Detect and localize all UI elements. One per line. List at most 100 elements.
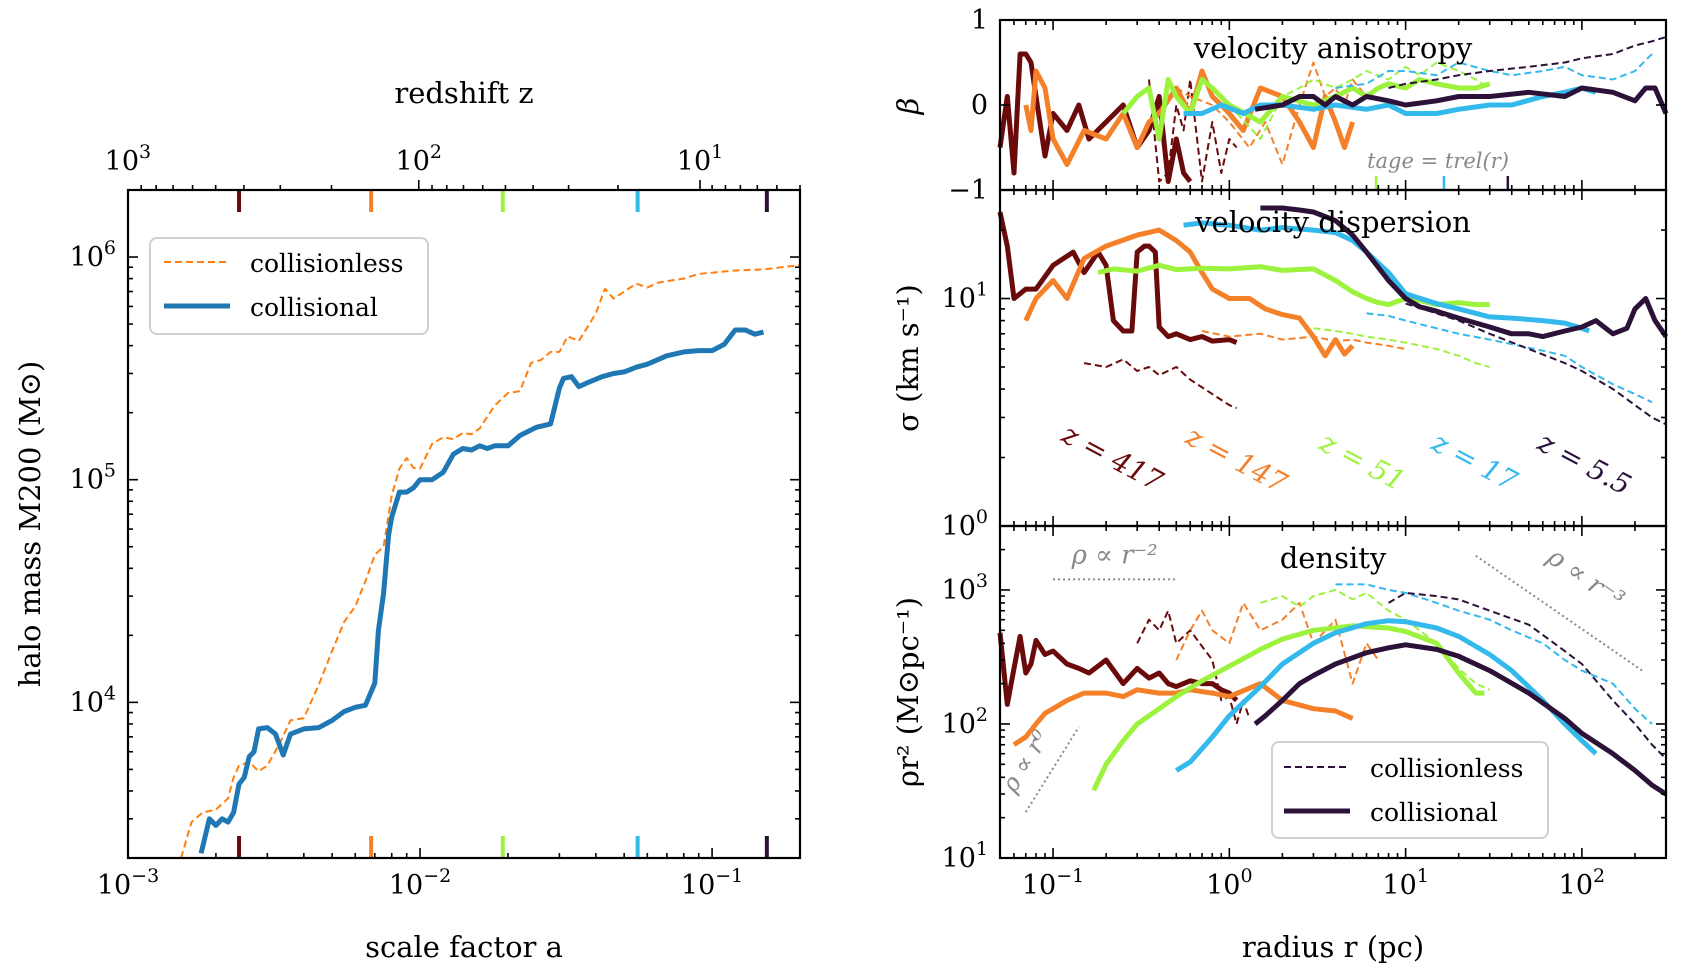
density-series-group (997, 583, 1668, 797)
velocity-dispersion-z-17-collisional-line (1183, 220, 1591, 334)
dispersion-plot-frame (998, 188, 1668, 528)
density-y-tick-label-1-exp: 2 (976, 704, 988, 726)
velocity-anisotropy-z-17-collisional-line (1183, 85, 1597, 116)
velocity-anisotropy-z-417-collisional-line (997, 51, 1193, 184)
anisotropy-y-tick-label-1: 0 (971, 90, 988, 121)
dispersion-y-tick-label-0: 100 (942, 506, 988, 542)
radius-x-tick-label-3: 102 (1559, 865, 1605, 901)
density-y-tick-label-2-base: 10 (942, 575, 976, 606)
density-z-147-collisionless-line (1175, 601, 1380, 685)
mass-x-tick-label-1-base: 10 (389, 870, 423, 901)
velocity-anisotropy-z-17-collisionless-line (1335, 53, 1653, 89)
redshift-tick-label-0-exp: 3 (139, 141, 151, 163)
density-z-5-5-collisional-line (1253, 642, 1668, 797)
guide-r-minus-3 (1475, 554, 1643, 672)
mass-x-tick-label-2-exp: −1 (715, 865, 743, 887)
dispersion-y-label: σ (km s⁻¹) (891, 284, 925, 432)
density-title: density (1280, 541, 1387, 575)
mass-legend: collisionless collisional (149, 237, 429, 335)
radius-x-tick-label-3-exp: 2 (1593, 865, 1605, 887)
mass-x-tick-label-2: 10−1 (681, 865, 743, 901)
density-legend-collisionless-label: collisionless (1370, 754, 1523, 783)
density-y-tick-label-2: 103 (942, 570, 988, 606)
velocity-anisotropy-z-51-collisionless-line (1228, 61, 1491, 140)
density-z-51-collisionless-line (1260, 588, 1491, 691)
redshift-tick-label-0-base: 10 (105, 146, 139, 177)
mass-y-tick-label-1-exp: 5 (104, 460, 116, 482)
mass-y-tick-label-2: 106 (70, 237, 116, 273)
density-y-tick-label-0-exp: 1 (976, 838, 988, 860)
radius-x-tick-label-0: 10−1 (1022, 865, 1084, 901)
velocity-dispersion-z-51-collisionless-line (1313, 327, 1490, 368)
guide-r-zero-label: ρ ∝ r⁰ (995, 725, 1055, 798)
redshift-axis-label-text: redshift z (394, 76, 533, 110)
redshift-tick-label-2: 101 (677, 141, 723, 177)
radius-x-tick-label-1-base: 10 (1206, 870, 1240, 901)
velocity-dispersion-z-5-5-collisionless-line (1405, 302, 1667, 426)
mass-legend-collisional-label: collisional (250, 293, 378, 322)
relaxation-markers (1374, 176, 1510, 190)
mass-x-tick-label-2-base: 10 (681, 870, 715, 901)
redshift-tick-label-0: 103 (105, 141, 151, 177)
mass-y-tick-label-0-exp: 4 (104, 682, 116, 704)
density-z-417-collisionless-line (1136, 609, 1251, 725)
radius-x-tick-label-3-base: 10 (1559, 870, 1593, 901)
redshift-tick-label-1-base: 10 (396, 146, 430, 177)
density-y-tick-label-1: 102 (942, 704, 988, 740)
mass-y-tick-label-0: 104 (70, 682, 116, 718)
density-y-tick-label-1-base: 10 (942, 709, 976, 740)
mass-y-axis-label: halo mass M200 (M⊙) (13, 361, 47, 688)
radius-x-tick-label-1: 100 (1206, 865, 1252, 901)
redshift-annotations: z = 417 z = 147 z = 51 z = 17 z = 5.5 (1056, 417, 1637, 502)
radius-x-axis-label: radius r (pc) (1242, 930, 1424, 964)
anisotropy-series-group (997, 36, 1669, 184)
redshift-label-1: z = 147 (1180, 419, 1293, 500)
dispersion-y-tick-label-1-exp: 1 (976, 279, 988, 301)
density-z-147-collisional-line (1012, 681, 1354, 747)
profile-panels: ρ ∝ r⁻² ρ ∝ r⁻³ρ ∝ r⁰ 10−1100101101102103… (891, 5, 1669, 964)
radius-x-tick-label-2-exp: 1 (1417, 865, 1429, 887)
density-y-tick-label-0-base: 10 (942, 843, 976, 874)
anisotropy-y-tick-label-0: 1 (971, 5, 988, 36)
density-y-label: ρr² (M⊙pc⁻¹) (891, 597, 925, 787)
velocity-anisotropy-z-417-collisionless-line (1148, 78, 1238, 183)
radius-x-tick-label-0-base: 10 (1022, 870, 1056, 901)
velocity-anisotropy-z-5-5-collisional-line (1254, 85, 1669, 115)
dispersion-title: velocity dispersion (1194, 205, 1471, 239)
redshift-axis-label: redshift z (394, 76, 533, 110)
redshift-tick-label-2-exp: 1 (711, 141, 723, 163)
velocity-anisotropy-z-51-collisional-line (1121, 77, 1491, 142)
mass-y-tick-label-2-exp: 6 (104, 237, 116, 259)
dispersion-y-tick-label-0-exp: 0 (976, 506, 988, 528)
velocity-dispersion-z-417-collisionless-line (1083, 358, 1237, 410)
guide-r-minus-3-label: ρ ∝ r⁻³ (1541, 541, 1630, 615)
mass-x-tick-label-1-exp: −2 (423, 865, 451, 887)
redshift-tick-label-2-base: 10 (677, 146, 711, 177)
anisotropy-y-tick-label-2: −1 (948, 175, 988, 206)
radius-x-tick-label-2-base: 10 (1382, 870, 1416, 901)
guide-r-minus-2-label: ρ ∝ r⁻² (1071, 540, 1158, 570)
mass-series-group (180, 264, 801, 859)
relaxation-annotation: tage = trel(r) (1367, 149, 1509, 173)
snapshot-markers (237, 190, 769, 858)
velocity-dispersion-z-147-collisionless-line (1201, 330, 1406, 350)
anisotropy-title: velocity anisotropy (1193, 31, 1473, 65)
mass-y-tick-label-1: 105 (70, 460, 116, 496)
radius-x-tick-label-0-exp: −1 (1056, 865, 1084, 887)
redshift-label-3: z = 17 (1425, 425, 1522, 498)
density-legend-collisional-label: collisional (1370, 798, 1498, 827)
mass-y-tick-label-0-base: 10 (70, 687, 104, 718)
dispersion-y-tick-label-1-base: 10 (942, 284, 976, 315)
velocity-dispersion-z-417-collisional-line (997, 211, 1238, 345)
halo-mass-history-collisional-line (198, 327, 765, 854)
radius-x-tick-label-1-exp: 0 (1240, 865, 1252, 887)
velocity-dispersion-z-147-collisional-line (1023, 227, 1355, 359)
density-legend: collisionless collisional (1271, 741, 1549, 839)
redshift-label-4: z = 5.5 (1531, 425, 1636, 502)
velocity-dispersion-z-5-5-collisional-line (1260, 205, 1669, 340)
anisotropy-y-label: β (891, 98, 925, 116)
